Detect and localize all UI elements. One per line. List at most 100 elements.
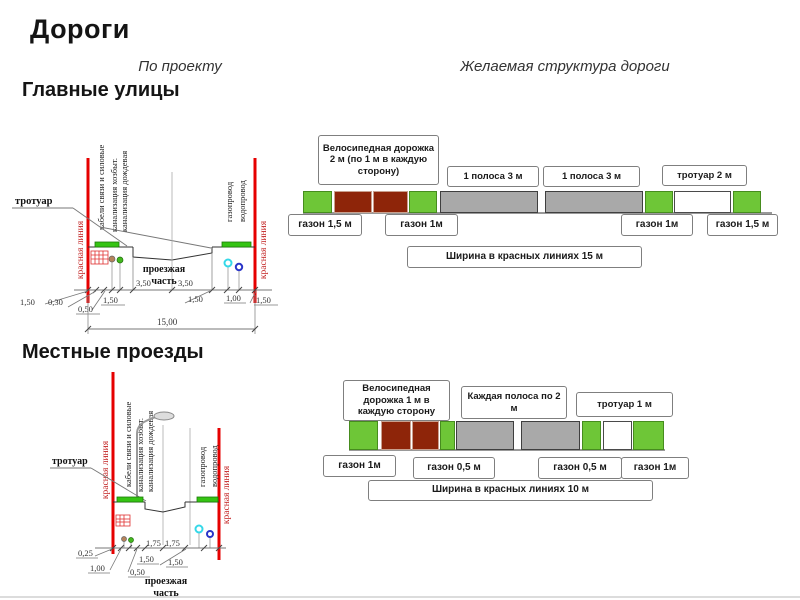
segment-lawn-1: [303, 191, 332, 213]
total-dimension: 15,00: [84, 295, 259, 334]
local-driveways-cross-section: красная линия красная линия кабели связи…: [50, 372, 232, 599]
dimension-ticks: [84, 286, 259, 294]
utility-label-gas: газопровод: [224, 181, 234, 222]
slide-title: Дороги: [30, 14, 130, 44]
label-lawn-2: газон 1м: [385, 214, 458, 236]
utility-marker-cable: [108, 255, 116, 290]
dimension-texts: 0,25 1,00 1,50 0,50 1,75 1,75 1,50: [78, 538, 183, 577]
dimension-leaders: [76, 548, 188, 578]
dim-text: 0,50: [130, 567, 145, 577]
lawn-strip-left: [116, 496, 144, 503]
red-line-label-left: красная линия: [76, 220, 86, 279]
dim-text: 0,50: [78, 304, 93, 314]
dim-text: 1,75: [146, 538, 161, 548]
segment-sidewalk: [674, 191, 731, 213]
dim-text: 0,25: [78, 548, 93, 558]
utility-marker-sewer: [128, 537, 134, 548]
utility-label-cables: кабели связи и силовые: [123, 401, 133, 487]
sidewalk-leader-line: [50, 467, 147, 502]
dim-text: 3,50: [136, 278, 151, 288]
utility-label-sewer: канализация хозбыт.: [109, 158, 119, 232]
segment-bike-1: [381, 421, 411, 450]
utility-label-storm: канализация дождевая: [119, 151, 129, 232]
callout-lane-2: 1 полоса 3 м: [543, 166, 640, 187]
callout-bike-path: Велосипедная дорожка 2 м (по 1 м в кажду…: [318, 135, 439, 185]
utility-marker-water: [206, 530, 214, 548]
utility-marker-cable: [121, 536, 127, 548]
sidewalk-label: тротуар: [52, 456, 88, 467]
utility-label-sewer: канализация хозбыт.: [135, 418, 145, 492]
label-lawn-2: газон 0,5 м: [413, 457, 495, 479]
section-heading-main-streets: Главные улицы: [22, 79, 180, 101]
utility-marker-sewer: [116, 256, 124, 290]
dim-text: 1,50: [188, 294, 203, 304]
roadway-label-line2: часть: [153, 588, 179, 599]
segment-lawn-3: [645, 191, 673, 213]
callout-lane: Каждая полоса по 2 м: [461, 386, 567, 419]
dim-text: 1,00: [90, 563, 105, 573]
callout-sidewalk: тротуар 1 м: [576, 392, 673, 417]
label-lawn-4: газон 1м: [621, 457, 689, 479]
section-heading-local-driveways: Местные проезды: [22, 341, 204, 363]
segment-bike-2: [373, 191, 408, 213]
dim-text: 0,30: [48, 297, 63, 307]
label-lawn-1: газон 1,5 м: [288, 214, 362, 236]
segment-lawn-4: [733, 191, 761, 213]
lawn-strip-right: [221, 241, 252, 248]
segment-lawn-2: [409, 191, 437, 213]
utility-label-storm: канализация дождевая: [145, 411, 155, 492]
roadway-label-line2: часть: [151, 276, 177, 287]
callout-sidewalk: тротуар 2 м: [662, 165, 747, 186]
lawn-strip-left: [94, 241, 120, 248]
utility-label-gas: газопровод: [197, 446, 207, 487]
utility-marker-gas: [194, 524, 204, 548]
ground-profile: [113, 501, 219, 513]
utility-marker-water: [234, 262, 244, 290]
segment-lane-2: [545, 191, 643, 213]
dim-text: 1,50: [139, 554, 154, 564]
utility-label-cables: кабели связи и силовые: [96, 144, 106, 230]
dim-text: 1,50: [20, 297, 35, 307]
dim-text: 1,50: [256, 295, 271, 305]
main-streets-cross-section: красная линия красная линия кабели связи…: [12, 144, 278, 334]
red-line-label-right: красная линия: [222, 465, 232, 524]
column-header-by-project: По проекту: [138, 58, 222, 75]
segment-lawn-4: [633, 421, 664, 450]
width-note: Ширина в красных линиях 15 м: [407, 246, 642, 268]
width-note: Ширина в красных линиях 10 м: [368, 480, 653, 501]
segment-lane-1: [440, 191, 538, 213]
segment-bike-1: [334, 191, 372, 213]
label-lawn-3: газон 1м: [621, 214, 693, 236]
lawn-strip-right: [196, 496, 219, 503]
dim-text: 1,50: [168, 557, 183, 567]
column-header-desired-structure: Желаемая структура дороги: [460, 58, 670, 75]
dim-text: 3,50: [178, 278, 193, 288]
dim-text: 1,50: [103, 295, 118, 305]
label-lawn-3: газон 0,5 м: [538, 457, 622, 479]
roadway-label-line1: проезжая: [143, 264, 186, 275]
label-lawn-4: газон 1,5 м: [707, 214, 778, 236]
segment-lawn-3: [582, 421, 601, 450]
dimension-texts: 1,50 0,30 0,50 1,50 3,50 3,50 1,50 1,00 …: [20, 278, 271, 314]
roadway-label-line1: проезжая: [145, 576, 188, 587]
total-dimension-text: 15,00: [157, 317, 178, 327]
segment-lane-1: [456, 421, 514, 450]
utility-label-water: водопровод: [209, 444, 219, 487]
dim-text: 1,00: [226, 293, 241, 303]
sidewalk-leader-line: [12, 207, 212, 249]
segment-lawn-1: [349, 421, 378, 450]
dim-text: 1,75: [165, 538, 180, 548]
building-hatch: [90, 250, 109, 265]
segment-sidewalk: [603, 421, 632, 450]
segment-bike-2: [412, 421, 439, 450]
dimension-ticks: [109, 544, 223, 552]
segment-lane-2: [521, 421, 580, 450]
callout-lane-1: 1 полоса 3 м: [447, 166, 539, 187]
utility-label-water: водопровод: [237, 179, 247, 222]
dimension-leaders: [44, 290, 278, 315]
red-line-label-left: красная линия: [101, 440, 111, 499]
segment-lawn-2: [440, 421, 455, 450]
red-line-label-right: красная линия: [259, 220, 269, 279]
